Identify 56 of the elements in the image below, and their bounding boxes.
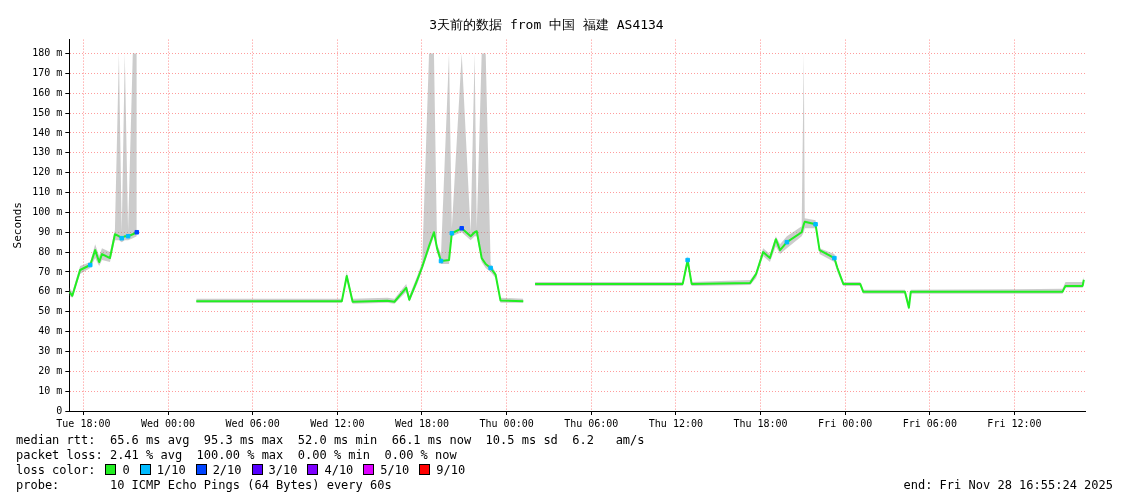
- legend-label: 2/10: [212, 463, 242, 477]
- y-tick-label: 110 m: [32, 186, 63, 198]
- y-tick-label: 120 m: [32, 166, 63, 178]
- text: median rtt: 65.6 ms avg 95.3 ms max 52.0 ms min 66.1 ms now 10.5 ms sd 6.2 am/s: [16, 433, 646, 448]
- x-tick-label: Wed 18:00: [394, 417, 450, 429]
- x-tick-label: Thu 06:00: [564, 417, 619, 429]
- point: [119, 235, 124, 241]
- point: [784, 239, 790, 245]
- y-tick-label: 140 m: [32, 126, 63, 138]
- legend-label: 4/10: [324, 463, 354, 477]
- y-tick-label: 10 m: [38, 384, 63, 396]
- x-tick-label: Wed 12:00: [310, 417, 365, 429]
- point: [459, 226, 464, 231]
- text: loss color:: [16, 463, 96, 477]
- y-tick-label: 40 m: [38, 325, 63, 337]
- y-tick-label: 30 m: [38, 345, 63, 357]
- y-tick-label: 160 m: [32, 86, 63, 98]
- point: [813, 222, 818, 227]
- x-tick-label: Thu 00:00: [479, 417, 534, 429]
- x-tick-label: Fri 12:00: [987, 417, 1042, 429]
- y-tick-label: 100 m: [32, 205, 63, 217]
- y-tick-label: 90 m: [38, 225, 63, 237]
- y-tick-label: 60 m: [38, 285, 63, 297]
- text: probe: 10 ICMP Echo Pings (64 Bytes) every 60s: [16, 478, 392, 493]
- point: [449, 230, 455, 236]
- x-tick-label: Wed 00:00: [140, 417, 196, 429]
- chart-title: 3天前的数据 from 中国 福建 AS4134: [429, 17, 664, 33]
- y-tick-label: 0: [56, 404, 63, 416]
- legend-label: 1/10: [156, 463, 186, 477]
- x-tick-label: Wed 06:00: [225, 417, 280, 429]
- y-tick-label: 70 m: [38, 265, 63, 277]
- y-tick-label: 150 m: [32, 106, 63, 118]
- y-tick-label: 50 m: [38, 305, 63, 317]
- x-tick-label: Thu 12:00: [648, 417, 703, 429]
- text: packet loss: 2.41 % avg 100.00 % max 0.00 % min 0.00 % now: [16, 448, 458, 463]
- point: [134, 229, 140, 235]
- legend-label: 3/10: [268, 463, 298, 477]
- y-axis-title: Seconds: [11, 202, 25, 249]
- x-tick-label: Fri 06:00: [902, 417, 957, 429]
- legend-label: 9/10: [436, 463, 466, 477]
- point: [125, 233, 131, 239]
- legend-label: 5/10: [380, 463, 410, 477]
- point: [832, 255, 837, 261]
- y-tick-label: 130 m: [32, 146, 63, 158]
- point: [685, 257, 690, 263]
- point: [87, 262, 93, 268]
- x-tick-label: Fri 00:00: [818, 417, 873, 429]
- y-tick-label: 180 m: [32, 47, 63, 59]
- text: end: Fri Nov 28 16:55:24 2025: [903, 478, 1113, 493]
- y-tick-label: 170 m: [32, 66, 63, 78]
- x-tick-label: Thu 18:00: [733, 417, 788, 429]
- y-tick-label: 80 m: [38, 245, 63, 257]
- x-tick-label: Tue 18:00: [56, 417, 111, 429]
- point: [488, 265, 493, 271]
- legend-label: 0: [122, 463, 130, 477]
- y-tick-label: 20 m: [38, 364, 63, 376]
